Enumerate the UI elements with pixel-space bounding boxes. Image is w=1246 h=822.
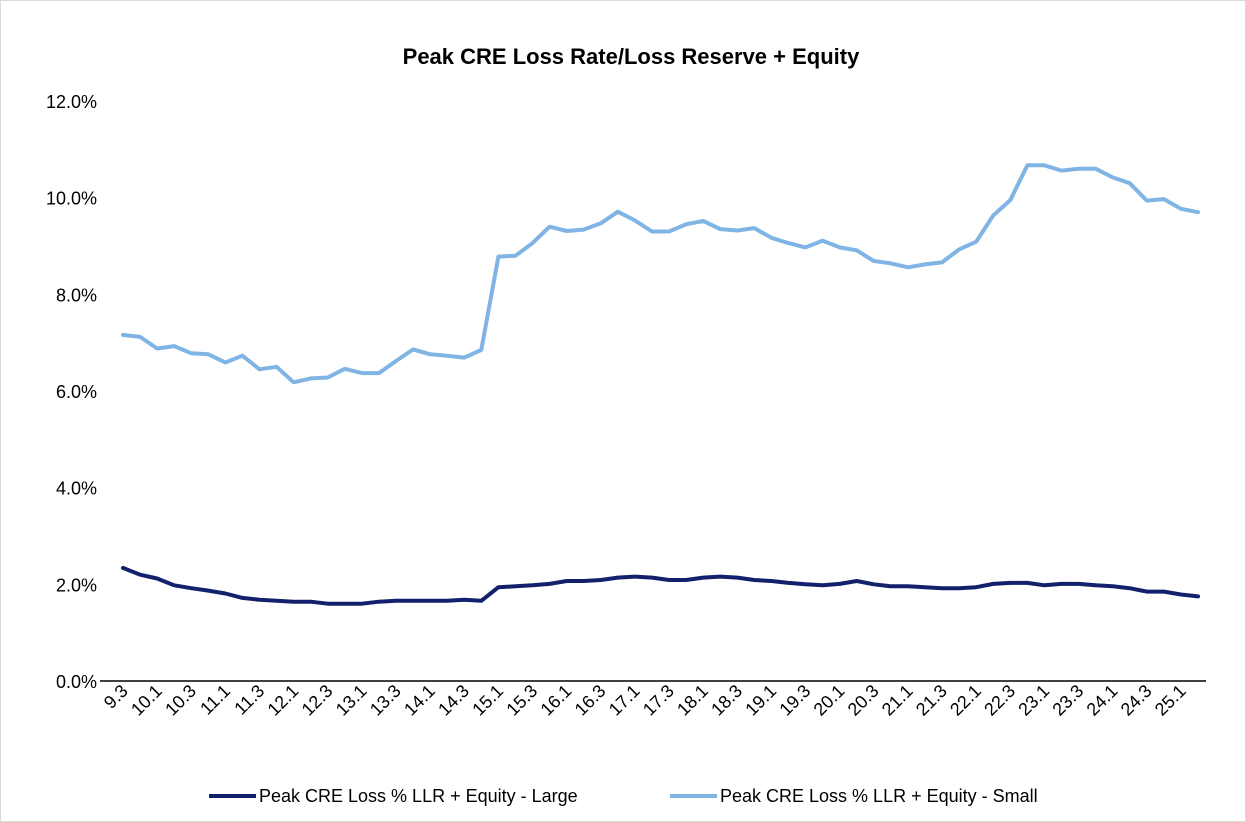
y-tick-label: 4.0% xyxy=(56,479,97,499)
y-tick-label: 2.0% xyxy=(56,575,97,595)
x-tick-label: 14.1 xyxy=(400,681,439,720)
x-tick-label: 21.1 xyxy=(878,681,917,720)
x-tick-label: 23.3 xyxy=(1048,681,1087,720)
x-tick-label: 16.1 xyxy=(537,681,576,720)
x-tick-label: 20.3 xyxy=(844,681,883,720)
x-tick-label: 21.3 xyxy=(912,681,951,720)
series-line-large xyxy=(121,565,1200,606)
legend-label: Peak CRE Loss % LLR + Equity - Small xyxy=(720,786,1038,806)
y-tick-label: 6.0% xyxy=(56,382,97,402)
x-tick-label: 19.3 xyxy=(775,681,814,720)
legend: Peak CRE Loss % LLR + Equity - Large Peak… xyxy=(209,786,1038,806)
x-tick-label: 14.3 xyxy=(434,681,473,720)
x-tick-label: 22.3 xyxy=(980,681,1019,720)
x-tick-label: 13.3 xyxy=(366,681,405,720)
x-tick-label: 22.1 xyxy=(946,681,985,720)
y-tick-label: 10.0% xyxy=(46,189,97,209)
legend-label: Peak CRE Loss % LLR + Equity - Large xyxy=(259,786,578,806)
x-tick-label: 10.3 xyxy=(161,681,200,720)
x-tick-label: 19.1 xyxy=(741,681,780,720)
x-tick-label: 11.3 xyxy=(230,681,268,719)
x-tick-label: 15.1 xyxy=(468,681,507,720)
x-tick-label: 17.3 xyxy=(639,681,678,720)
x-tick-label: 12.3 xyxy=(298,681,337,720)
y-tick-label: 8.0% xyxy=(56,285,97,305)
x-tick-label: 25.1 xyxy=(1151,681,1190,720)
x-tick-label: 9.3 xyxy=(100,681,132,713)
x-tick-label: 17.1 xyxy=(605,681,644,720)
x-tick-label: 18.3 xyxy=(707,681,746,720)
x-tick-label: 11.1 xyxy=(196,681,234,719)
x-tick-label: 13.1 xyxy=(332,681,371,720)
x-tick-label: 12.1 xyxy=(264,681,303,720)
series-line-small xyxy=(121,163,1200,385)
x-tick-label: 23.1 xyxy=(1014,681,1053,720)
x-tick-label: 20.1 xyxy=(810,681,849,720)
x-tick-label: 24.1 xyxy=(1083,681,1122,720)
series-layer xyxy=(121,163,1200,606)
x-tick-label: 16.3 xyxy=(571,681,610,720)
x-tick-label: 15.3 xyxy=(502,681,541,720)
y-tick-label: 0.0% xyxy=(56,672,97,692)
chart-title: Peak CRE Loss Rate/Loss Reserve + Equity xyxy=(402,44,860,69)
x-axis-ticks: 9.310.110.311.111.312.112.313.113.314.11… xyxy=(100,681,1190,720)
x-tick-label: 24.3 xyxy=(1117,681,1156,720)
x-tick-label: 18.1 xyxy=(673,681,712,720)
x-tick-label: 10.1 xyxy=(127,681,166,720)
y-axis-ticks: 0.0% 2.0% 4.0% 6.0% 8.0% 10.0% 12.0% xyxy=(46,92,97,692)
y-tick-label: 12.0% xyxy=(46,92,97,112)
